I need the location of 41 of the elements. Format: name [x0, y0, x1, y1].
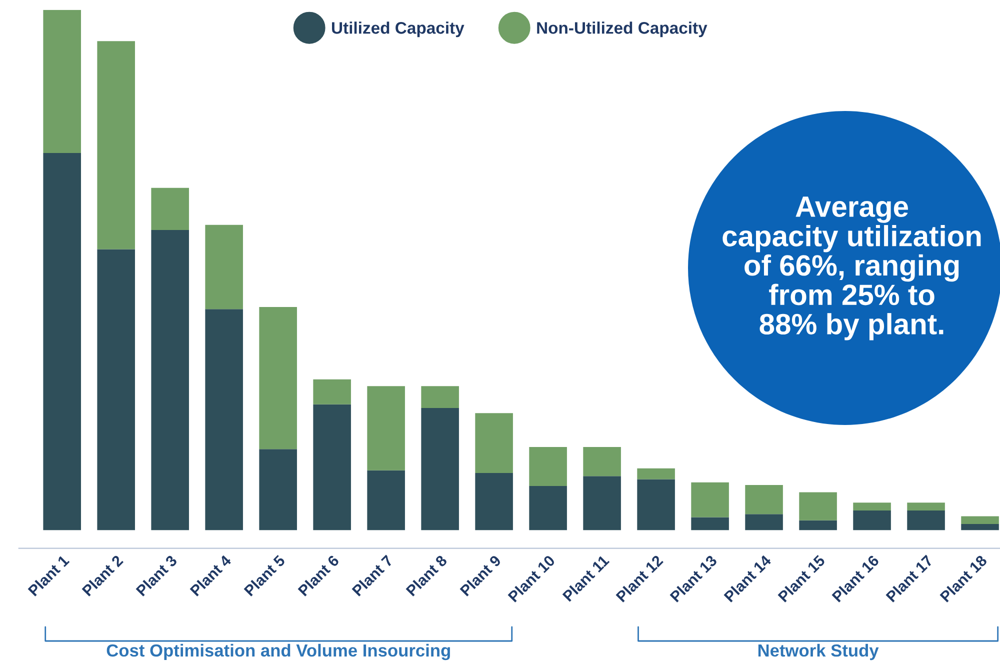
bar: [961, 516, 999, 524]
bar: [43, 153, 81, 530]
bar: [421, 408, 459, 530]
bar: [691, 482, 729, 518]
bar: [259, 307, 297, 450]
bar: [313, 404, 351, 530]
bar: [745, 514, 783, 530]
bar: [259, 449, 297, 530]
bar: [853, 510, 891, 530]
bar: [799, 520, 837, 530]
bar: [745, 484, 783, 514]
bar: [583, 447, 621, 476]
bar: [637, 479, 675, 530]
bar: [97, 41, 135, 250]
bar: [205, 224, 243, 310]
text: Network Study: [758, 644, 879, 660]
bar: [853, 502, 891, 510]
bar: [583, 476, 621, 530]
bar: [205, 309, 243, 530]
bar: [907, 502, 945, 510]
bar: [151, 188, 189, 230]
bar: [529, 486, 567, 530]
text: Cost Optimisation and Volume Insourcing: [106, 644, 450, 660]
bar: [367, 470, 405, 530]
bar: [475, 473, 513, 530]
bar: [907, 510, 945, 530]
bar: [799, 492, 837, 520]
bar: [367, 386, 405, 470]
bar: [691, 517, 729, 530]
annotation: Average capacity utilization of 66%, ranging from 25% to 88% by plant.: [722, 196, 981, 340]
bar: [97, 249, 135, 530]
bar: [475, 413, 513, 474]
bar: [313, 379, 351, 404]
legend-label: Utilized Capacity: [332, 22, 464, 38]
bar: [961, 524, 999, 530]
bar: [529, 447, 567, 486]
bar: [151, 230, 189, 530]
bar: [421, 386, 459, 408]
bar: [637, 468, 675, 480]
legend-label: Non-Utilized Capacity: [537, 22, 708, 38]
bar: [43, 10, 81, 154]
